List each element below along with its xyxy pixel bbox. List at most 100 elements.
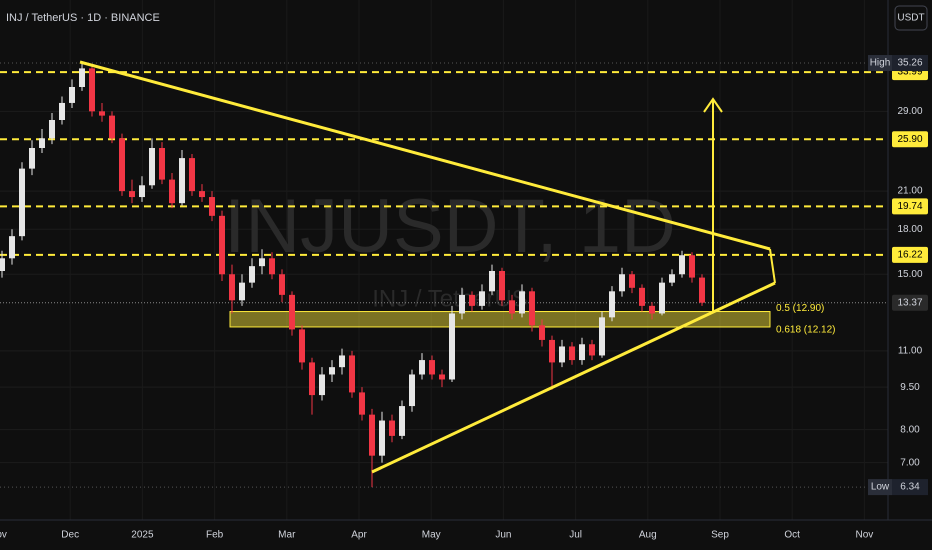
- candle-body: [119, 138, 125, 192]
- x-tick-label: Jun: [495, 530, 511, 541]
- candle-body: [659, 282, 665, 314]
- low-value: 6.34: [900, 482, 920, 493]
- candle-body: [629, 274, 635, 288]
- candle-body: [299, 329, 305, 363]
- candle-body: [249, 266, 255, 283]
- candle-body: [309, 362, 315, 396]
- price-axis: 29.00 21.00 18.00 15.00 11.00 9.50 8.00 7.00 33.…: [868, 55, 928, 496]
- x-tick-label: Aug: [639, 530, 657, 541]
- candle-body: [129, 191, 135, 198]
- candle-body: [649, 305, 655, 314]
- levels: [0, 62, 888, 488]
- candle-body: [199, 191, 205, 198]
- candle-body: [349, 355, 355, 393]
- candle-body: [139, 185, 145, 198]
- level-label-box: [892, 246, 928, 263]
- candle-body: [609, 291, 615, 318]
- candle-body: [679, 255, 685, 275]
- candle-body: [359, 392, 365, 415]
- candle-body: [259, 258, 265, 267]
- candle-body: [329, 367, 335, 375]
- high-value-box: [892, 55, 928, 72]
- candle-body: [269, 258, 275, 275]
- y-tick-label: 9.50: [900, 382, 920, 393]
- low-label: Low: [871, 482, 890, 493]
- level-label: 16.22: [897, 250, 922, 261]
- candle-body: [459, 294, 465, 314]
- candle-body: [379, 420, 385, 456]
- triangle-apex: [769, 248, 776, 284]
- x-tick-label: Nov: [0, 530, 7, 541]
- x-tick-label: Apr: [351, 530, 367, 541]
- y-tick-label: 29.00: [897, 106, 922, 117]
- candle-body: [389, 420, 395, 436]
- currency-label[interactable]: USDT: [897, 13, 924, 24]
- candle-body: [189, 158, 195, 192]
- candles: [0, 63, 705, 488]
- level-label-box: [892, 198, 928, 215]
- x-tick-label: Sep: [711, 530, 729, 541]
- candle-body: [429, 360, 435, 375]
- x-tick-label: Feb: [206, 530, 224, 541]
- symbol-title: INJ / TetherUS · 1D · BINANCE: [6, 12, 160, 24]
- candle-body: [59, 102, 65, 120]
- candle-body: [179, 158, 185, 204]
- candle-body: [79, 68, 85, 87]
- candle-body: [559, 346, 565, 363]
- candle-body: [669, 274, 675, 283]
- high-label: High: [870, 58, 891, 69]
- candle-body: [169, 179, 175, 204]
- candle-body: [599, 317, 605, 356]
- grid: [0, 0, 888, 520]
- candle-body: [109, 115, 115, 139]
- candle-body: [419, 360, 425, 375]
- last-price-label: 13.37: [897, 297, 922, 308]
- candle-body: [29, 148, 35, 169]
- candle-body: [549, 339, 555, 363]
- candle-body: [409, 374, 415, 407]
- level-label: 19.74: [897, 201, 922, 212]
- low-value-box: [892, 479, 928, 496]
- candle-body: [439, 374, 445, 380]
- candle-body: [499, 270, 505, 301]
- level-label-box: [892, 131, 928, 148]
- level-label: 25.90: [897, 134, 922, 145]
- candle-body: [589, 344, 595, 356]
- y-tick-label: 15.00: [897, 269, 922, 280]
- candle-body: [479, 291, 485, 306]
- candle-body: [209, 197, 215, 216]
- fib-zone: [229, 311, 771, 328]
- x-tick-label: Nov: [856, 530, 874, 541]
- candle-body: [469, 294, 475, 306]
- support-trendline: [371, 281, 776, 474]
- x-tick-label: 2025: [131, 530, 154, 541]
- candle-body: [689, 255, 695, 278]
- high-label-box: [868, 55, 892, 72]
- candle-body: [489, 270, 495, 292]
- candle-body: [89, 68, 95, 112]
- candle-body: [19, 168, 25, 237]
- candle-body: [159, 148, 165, 180]
- candle-body: [509, 300, 515, 314]
- x-tick-label: May: [422, 530, 441, 541]
- y-tick-label: 8.00: [900, 424, 920, 435]
- candle-body: [319, 374, 325, 396]
- fib-label: 0.5 (12.90): [776, 303, 824, 314]
- y-tick-label: 11.00: [898, 346, 923, 357]
- level-label: 33.99: [897, 67, 922, 78]
- resistance-trendline: [79, 60, 771, 251]
- zone: 0.5 (12.90) 0.618 (12.12): [229, 303, 836, 336]
- x-tick-label: Jul: [569, 530, 582, 541]
- candle-body: [279, 274, 285, 295]
- currency-button[interactable]: [894, 5, 928, 31]
- candle-body: [699, 277, 705, 303]
- candle-body: [0, 258, 5, 271]
- candle-body: [39, 138, 45, 149]
- time-axis: Nov Dec 2025 Feb Mar Apr May Jun Jul Aug Sep Oct Nov: [0, 530, 873, 541]
- candle-body: [219, 215, 225, 275]
- candle-body: [149, 148, 155, 186]
- candle-body: [539, 325, 545, 340]
- candle-body: [229, 274, 235, 301]
